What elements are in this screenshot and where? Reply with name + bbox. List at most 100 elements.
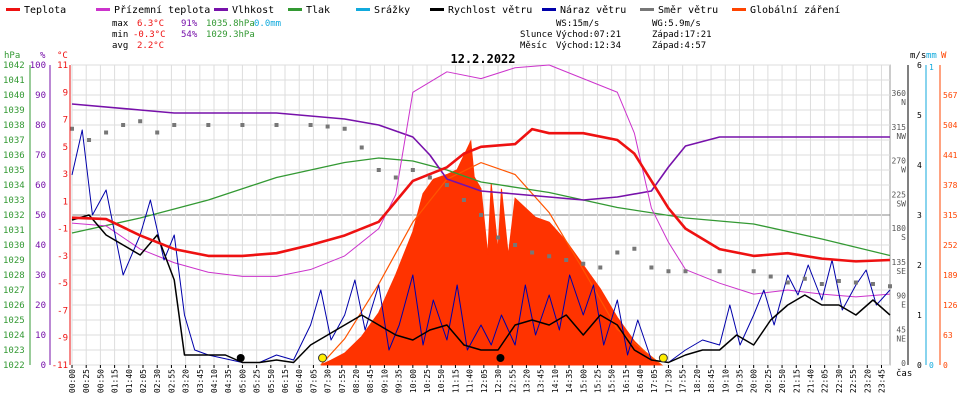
pct-tick-label: 10 xyxy=(35,331,46,341)
x-tick-label: 06:40 xyxy=(295,369,304,393)
x-tick-label: 12:05 xyxy=(480,369,489,393)
hpa-tick-label: 1034 xyxy=(3,181,25,191)
legend-item-pressure: Tlak xyxy=(288,5,330,16)
x-tick-label: 21:15 xyxy=(792,369,801,393)
x-tick-label: 11:40 xyxy=(466,369,475,393)
x-tick-label: 08:20 xyxy=(352,369,361,393)
x-tick-label: 22:55 xyxy=(849,369,858,393)
legend-label: Globální záření xyxy=(750,4,840,16)
wind-dir-tick-label: 90 xyxy=(896,292,906,301)
sun-marker xyxy=(318,353,328,363)
x-tick-label: 11:15 xyxy=(451,369,460,393)
x-tick-label: 15:50 xyxy=(608,369,617,393)
hpa-tick-label: 1028 xyxy=(3,271,25,281)
hpa-tick-label: 1040 xyxy=(3,91,25,101)
wind-dir-point xyxy=(530,250,535,255)
hpa-tick-label: 1038 xyxy=(3,121,25,131)
x-tick-label: 10:50 xyxy=(437,369,446,393)
wind-dir-point xyxy=(802,276,807,281)
stat-min-temp: -0.3°C xyxy=(133,30,166,40)
wind-dir-point xyxy=(87,138,92,142)
ms-tick-label: 3 xyxy=(917,211,922,220)
wind-dir-tick-label: 45 xyxy=(896,325,906,334)
x-tick-label: 17:55 xyxy=(679,369,688,393)
wind-dir-compass-label: SW xyxy=(896,199,906,208)
x-tick-label: 09:10 xyxy=(380,369,389,393)
x-tick-label: 16:40 xyxy=(636,369,645,393)
wind-dir-point xyxy=(274,123,279,127)
legend-item-radiation: Globální záření xyxy=(732,4,840,16)
x-tick-label: 19:35 xyxy=(735,369,744,393)
legend-item-wind-direction: Směr větru xyxy=(640,4,718,16)
hpa-tick-label: 1036 xyxy=(3,151,25,161)
x-tick-label: 05:25 xyxy=(253,369,262,393)
ms-tick-label: 4 xyxy=(917,161,922,170)
wind-dir-point xyxy=(172,123,177,127)
x-tick-label: 02:05 xyxy=(139,369,148,393)
ms-tick-label: 6 xyxy=(917,61,922,70)
ms-tick-label: 1 xyxy=(917,311,922,320)
x-tick-label: 07:30 xyxy=(324,369,333,393)
wind-dir-point xyxy=(496,235,501,240)
pct-tick-label: 20 xyxy=(35,301,46,311)
wind-dir-tick-label: 360 xyxy=(892,89,907,98)
wind-dir-point xyxy=(342,126,347,131)
wind-dir-point xyxy=(104,130,109,135)
x-tick-label: 17:30 xyxy=(664,369,673,393)
x-tick-label: 06:15 xyxy=(281,369,290,393)
x-tick-label: 04:35 xyxy=(224,369,233,393)
wind-dir-tick-label: 270 xyxy=(892,157,907,166)
x-tick-label: 18:45 xyxy=(707,369,716,393)
wind-dir-point xyxy=(547,254,552,259)
degc-tick-label: -9 xyxy=(57,334,68,344)
degc-tick-label: 1 xyxy=(63,197,68,207)
x-tick-label: 13:20 xyxy=(522,369,531,393)
x-tick-label: 23:45 xyxy=(877,369,886,393)
hpa-tick-label: 1031 xyxy=(3,226,25,236)
wind-dir-point xyxy=(155,130,160,135)
x-tick-label: 01:15 xyxy=(111,369,120,393)
sun-moon-markers xyxy=(236,353,668,363)
pressure-line xyxy=(71,157,891,257)
legend-label: Náraz větru xyxy=(560,4,626,16)
hpa-tick-label: 1027 xyxy=(3,286,25,296)
wind-dir-tick-label: 180 xyxy=(892,224,907,233)
w-tick-label: 504 xyxy=(943,121,958,130)
w-tick-label: 441 xyxy=(943,151,958,160)
ms-tick-label: 0 xyxy=(917,361,922,370)
wind-dir-point xyxy=(649,265,654,270)
wind-dir-point xyxy=(461,198,466,202)
ground-temperature-line xyxy=(71,64,891,298)
w-tick-label: 252 xyxy=(943,241,958,250)
legend-item-wind-gust: Náraz větru xyxy=(542,4,626,16)
legend-label: Směr větru xyxy=(658,4,718,16)
legend-item-temperature: Teplota xyxy=(6,5,66,16)
w-tick-label: 567 xyxy=(943,91,958,100)
wind-dir-point xyxy=(427,175,432,180)
humidity-line xyxy=(71,103,890,201)
x-tick-label: 05:00 xyxy=(238,369,247,393)
w-tick-label: 0 xyxy=(943,361,948,370)
wind-dir-point xyxy=(683,269,688,274)
stat-min-humidity: 54% xyxy=(181,30,198,40)
wind-dir-point xyxy=(785,280,790,285)
sun-moon-info: WS:15m/s WG:5.9m/s Slunce Východ:07:21 Z… xyxy=(520,19,712,51)
x-tick-label: 12:30 xyxy=(494,369,503,393)
x-tick-label: 20:25 xyxy=(764,369,773,393)
x-tick-label: 09:35 xyxy=(395,369,404,393)
hpa-tick-label: 1026 xyxy=(3,301,25,311)
w-tick-label: 63 xyxy=(943,331,953,340)
wind-dir-point xyxy=(376,168,381,172)
wind-dir-point xyxy=(325,124,330,129)
hpa-tick-label: 1041 xyxy=(3,76,25,86)
w-tick-label: 378 xyxy=(943,181,958,190)
x-tick-label: 12:55 xyxy=(508,369,517,393)
wind-dir-point xyxy=(819,282,824,286)
legend-label: Srážky xyxy=(374,4,410,16)
degc-tick-label: 7 xyxy=(63,116,68,126)
stats-block: max 6.3°C 91% 1035.8hPa 0.0mm min -0.3°C… xyxy=(112,19,281,51)
x-tick-label: 05:50 xyxy=(267,369,276,393)
legend-label: Rychlost větru xyxy=(448,4,532,16)
line-series xyxy=(71,64,891,364)
legend: Teplota Přízemní teplota Vlhkost Tlak Sr… xyxy=(6,4,840,16)
